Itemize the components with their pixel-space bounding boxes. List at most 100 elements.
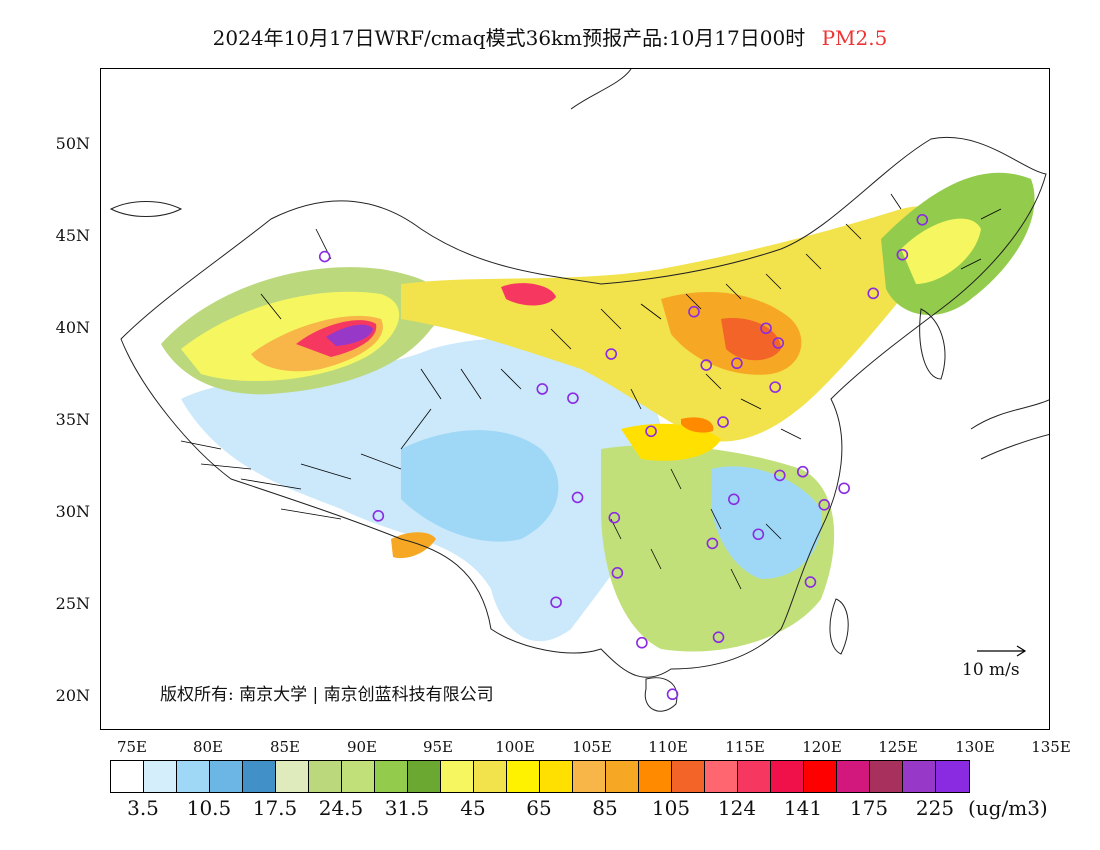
city-marker bbox=[916, 213, 929, 226]
colorbar-units: (ug/m3) bbox=[968, 796, 1048, 820]
lon-label-100e: 100E bbox=[495, 738, 535, 756]
wind-arrow bbox=[240, 478, 302, 490]
lon-label-130e: 130E bbox=[955, 738, 995, 756]
colorbar-swatch bbox=[342, 761, 375, 792]
colorbar-swatch bbox=[408, 761, 441, 792]
colorbar-label: 105 bbox=[651, 796, 691, 820]
colorbar-swatch bbox=[870, 761, 903, 792]
kazakh-lake bbox=[109, 201, 183, 217]
field-mongolia-red bbox=[501, 283, 556, 306]
lat-label-25n: 25N bbox=[55, 594, 90, 613]
colorbar-label: 65 bbox=[526, 796, 552, 820]
city-marker bbox=[896, 248, 909, 261]
field-south-blue bbox=[711, 466, 822, 579]
city-marker bbox=[536, 383, 549, 395]
colorbar-label: 124 bbox=[717, 796, 757, 820]
city-marker bbox=[608, 511, 621, 524]
colorbar-swatch bbox=[837, 761, 870, 792]
colorbar-swatch bbox=[639, 761, 672, 792]
lat-label-35n: 35N bbox=[55, 410, 90, 429]
colorbar-swatch bbox=[804, 761, 837, 792]
wind-arrow bbox=[280, 508, 342, 520]
lon-label-115e: 115E bbox=[725, 738, 765, 756]
colorbar-swatch bbox=[672, 761, 705, 792]
lon-label-90e: 90E bbox=[346, 738, 378, 756]
colorbar-swatch bbox=[210, 761, 243, 792]
wind-reference-arrow bbox=[977, 645, 1027, 657]
wind-vectors bbox=[180, 193, 1002, 590]
wind-arrow bbox=[710, 508, 722, 530]
colorbar-label: 10.5 bbox=[186, 796, 232, 820]
field-xinjiang-core bbox=[326, 324, 373, 346]
city-marker bbox=[773, 469, 786, 482]
wind-arrow bbox=[765, 273, 782, 290]
field-tibet-south bbox=[391, 532, 436, 559]
lat-label-50n: 50N bbox=[55, 134, 90, 153]
lon-label-95e: 95E bbox=[422, 738, 454, 756]
wind-arrow bbox=[630, 388, 642, 410]
city-marker bbox=[752, 528, 765, 541]
field-beijing-red bbox=[721, 318, 781, 361]
colorbar-swatch bbox=[540, 761, 573, 792]
lat-label-40n: 40N bbox=[55, 318, 90, 337]
map-canvas bbox=[109, 69, 1049, 712]
city-marker bbox=[645, 425, 657, 438]
lat-label-45n: 45N bbox=[55, 226, 90, 245]
wind-arrow bbox=[640, 303, 662, 320]
city-marker bbox=[760, 322, 772, 335]
lon-label-110e: 110E bbox=[648, 738, 688, 756]
city-marker bbox=[769, 381, 781, 393]
colorbar-label: 225 bbox=[915, 796, 955, 820]
lon-label-85e: 85E bbox=[269, 738, 301, 756]
wind-arrow bbox=[685, 293, 702, 310]
city-marker bbox=[818, 499, 831, 511]
wind-arrow bbox=[260, 293, 282, 320]
lon-label-80e: 80E bbox=[192, 738, 224, 756]
lon-label-135e: 135E bbox=[1031, 738, 1071, 756]
colorbar-swatch bbox=[144, 761, 177, 792]
map-panel[interactable] bbox=[100, 68, 1050, 730]
field-low-2 bbox=[401, 430, 559, 542]
city-marker bbox=[318, 250, 331, 263]
wind-arrow bbox=[805, 253, 822, 270]
colorbar-swatch bbox=[243, 761, 276, 792]
city-marker bbox=[688, 305, 700, 318]
colorbar-swatch bbox=[276, 761, 309, 792]
city-marker bbox=[706, 537, 719, 550]
wind-arrow bbox=[960, 258, 982, 270]
wind-arrow bbox=[600, 308, 622, 330]
lon-label-120e: 120E bbox=[802, 738, 842, 756]
colorbar-swatch bbox=[936, 761, 969, 792]
colorbar-swatch bbox=[606, 761, 639, 792]
city-marker bbox=[571, 491, 584, 504]
colorbar-swatch bbox=[177, 761, 210, 792]
title-main: 2024年10月17日WRF/cmaq模式36km预报产品:10月17日00时 bbox=[212, 26, 806, 50]
lon-label-105e: 105E bbox=[572, 738, 612, 756]
city-marker bbox=[636, 636, 648, 649]
wind-arrow bbox=[550, 328, 572, 350]
wind-arrow bbox=[705, 373, 722, 390]
title-variable: PM2.5 bbox=[821, 26, 888, 50]
city-marker bbox=[838, 482, 850, 495]
colorbar-label: 3.5 bbox=[127, 796, 159, 820]
colorbar-label: 45 bbox=[460, 796, 486, 820]
colorbar-swatch bbox=[771, 761, 804, 792]
colorbar-swatch bbox=[507, 761, 540, 792]
wind-arrow bbox=[400, 408, 432, 450]
wind-arrow bbox=[725, 283, 742, 300]
city-marker bbox=[372, 510, 385, 522]
colorbar-label: 31.5 bbox=[384, 796, 430, 820]
borders bbox=[109, 69, 1049, 712]
colorbar bbox=[110, 760, 970, 793]
lat-label-20n: 20N bbox=[55, 686, 90, 705]
city-marker bbox=[867, 287, 880, 300]
colorbar-label: 24.5 bbox=[318, 796, 364, 820]
colorbar-swatch bbox=[573, 761, 606, 792]
city-marker bbox=[700, 359, 713, 371]
city-marker bbox=[728, 493, 740, 506]
colorbar-swatch bbox=[309, 761, 342, 792]
wind-arrow bbox=[200, 463, 252, 470]
city-marker bbox=[666, 688, 679, 701]
field-central-orange bbox=[681, 417, 714, 433]
hainan-island bbox=[644, 677, 678, 712]
